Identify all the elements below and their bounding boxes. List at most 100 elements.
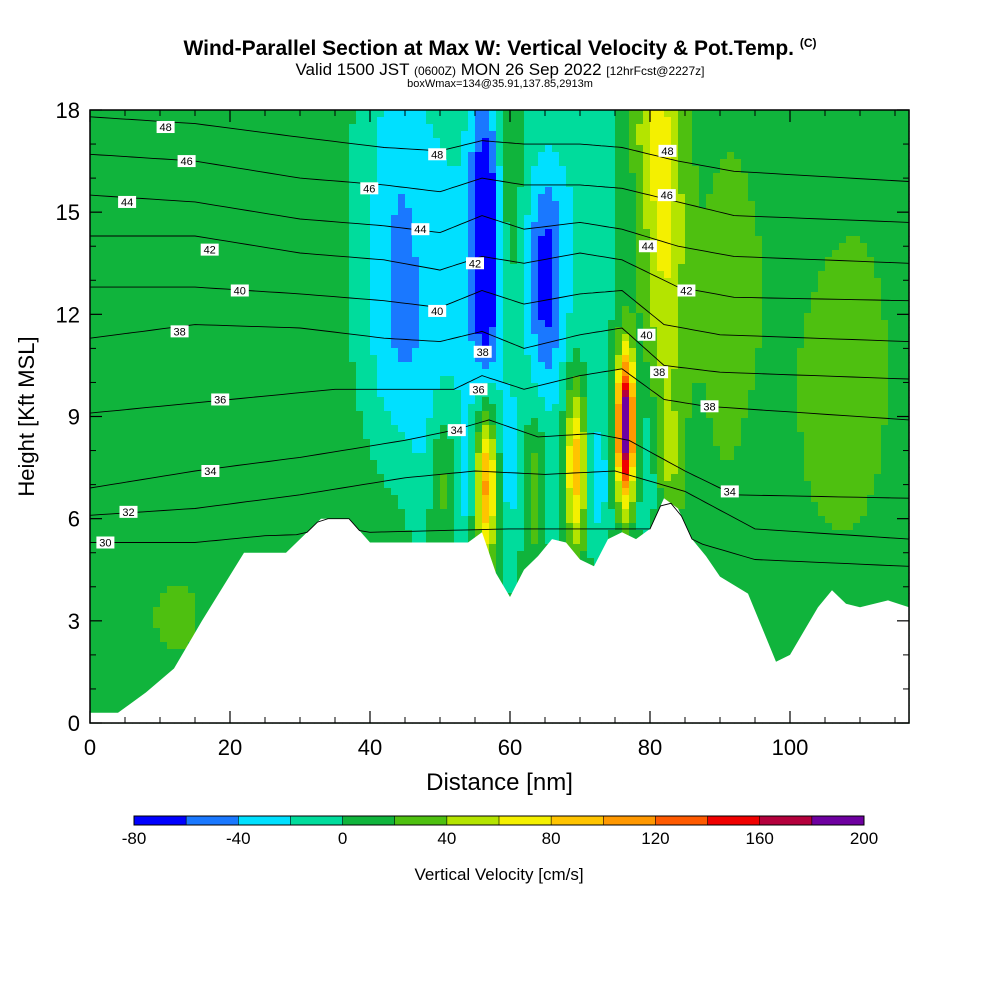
- contour-label: 44: [642, 241, 654, 253]
- chart-title-text: Wind-Parallel Section at Max W: Vertical…: [183, 37, 794, 60]
- colorbar-tick-label: 80: [542, 829, 561, 848]
- contour-label-box: [177, 155, 196, 168]
- terrain-mask: [90, 498, 909, 723]
- theta-contours: [89, 116, 910, 567]
- contour-label-box: [428, 148, 447, 161]
- contour-label: 46: [661, 190, 673, 202]
- contour-label-box: [230, 284, 249, 297]
- boxwmax-info: boxWmax=134@35.91,137.85,2913m: [407, 78, 593, 90]
- colorbar-swatch: [811, 816, 865, 825]
- colorbar-label: Vertical Velocity [cm/s]: [414, 865, 583, 884]
- colorbar-swatch: [134, 816, 187, 825]
- contour-label: 46: [180, 156, 192, 168]
- contour-label: 46: [363, 183, 375, 195]
- valid-time: Valid 1500 JST: [295, 60, 410, 79]
- contour-label: 38: [173, 326, 185, 338]
- contour-label: 48: [661, 146, 673, 158]
- x-tick-label: 100: [772, 735, 809, 760]
- contour-label-box: [658, 144, 677, 157]
- y-axis-label: Height [Kft MSL]: [14, 336, 39, 496]
- theta-contour-30: [90, 502, 910, 567]
- colorbar-swatch: [238, 816, 291, 825]
- contour-label-box: [211, 393, 230, 406]
- colorbar-swatch: [551, 816, 604, 825]
- contour-label-box: [473, 345, 492, 358]
- theta-contour-40: [90, 286, 910, 343]
- x-tick-label: 20: [218, 735, 242, 760]
- colorbar-swatch: [603, 816, 656, 825]
- contour-label-box: [428, 304, 447, 317]
- contour-label-box: [677, 284, 696, 297]
- contour-label: 40: [640, 330, 652, 342]
- x-axis-label: Distance [nm]: [426, 769, 573, 796]
- vertical-velocity-field: [90, 110, 910, 724]
- colorbar-swatch: [342, 816, 396, 825]
- colorbar-swatch: [655, 816, 709, 825]
- x-axis: 0 20 40 60 80 100 Distance [nm]: [84, 110, 896, 796]
- colorbar-swatch: [499, 816, 552, 825]
- utc-time: (0600Z): [413, 64, 456, 78]
- contour-label-box: [700, 400, 719, 413]
- contour-label-box: [170, 325, 189, 338]
- contour-label-box: [119, 505, 138, 518]
- contour-label: 48: [159, 122, 171, 134]
- contour-label: 44: [414, 224, 426, 236]
- contour-label-box: [657, 189, 676, 202]
- contour-label: 40: [234, 285, 246, 297]
- chart-title: Wind-Parallel Section at Max W: Vertical…: [0, 36, 1000, 61]
- x-tick-label: 80: [638, 735, 662, 760]
- contour-label-box: [96, 536, 115, 549]
- y-tick-label: 0: [68, 711, 80, 736]
- contour-label: 38: [477, 347, 489, 359]
- contour-labels: 48 46 44 42 40 38 36 34 32 30 48 46 44 42 40 38 36 34 48 46…: [96, 121, 739, 550]
- contour-label: 36: [214, 394, 226, 406]
- contour-label-box: [200, 243, 219, 256]
- contour-label: 42: [204, 245, 216, 257]
- colorbar-tick-label: 0: [338, 829, 347, 848]
- colorbar-tick-label: 40: [437, 829, 456, 848]
- contour-label-box: [156, 121, 175, 134]
- colorbar-swatch: [290, 816, 344, 825]
- contour-label: 34: [451, 425, 463, 437]
- contour-label: 32: [122, 507, 134, 519]
- y-tick-label: 12: [56, 302, 80, 327]
- y-tick-label: 9: [68, 405, 80, 430]
- theta-contour-34: [89, 419, 910, 499]
- forecast-info: [12hrFcst@2227z]: [606, 64, 705, 78]
- contour-label: 36: [472, 384, 484, 396]
- contour-label-box: [447, 424, 466, 437]
- colorbar: -80 -40 0 40 80 120 160 200 Vertical Velocity [c…: [122, 815, 878, 884]
- colorbar-swatch: [759, 816, 813, 825]
- contour-label: 44: [121, 197, 133, 209]
- contour-label-box: [411, 223, 430, 236]
- contour-label-box: [637, 328, 656, 341]
- y-tick-label: 15: [56, 200, 80, 225]
- contour-label: 34: [204, 466, 216, 478]
- y-tick-label: 3: [68, 609, 80, 634]
- contour-label-box: [466, 257, 484, 270]
- colorbar-tick-label: 120: [641, 829, 669, 848]
- valid-date: MON 26 Sep 2022: [460, 60, 602, 79]
- y-tick-label: 6: [68, 507, 80, 532]
- colorbar-swatch: [446, 816, 500, 825]
- colorbar-tick-label: -40: [226, 829, 251, 848]
- y-tick-label: 18: [56, 98, 80, 123]
- contour-label: 30: [99, 538, 111, 550]
- x-tick-label: 40: [358, 735, 382, 760]
- contour-label: 40: [431, 306, 443, 318]
- colorbar-tick-label: 160: [746, 829, 774, 848]
- contour-label: 38: [703, 401, 715, 413]
- contour-label-box: [720, 485, 739, 498]
- theta-contour-48: [89, 116, 910, 182]
- theta-contour-46: [89, 153, 910, 223]
- contour-label: 34: [724, 486, 736, 498]
- contour-label: 42: [469, 258, 481, 270]
- contour-label-box: [201, 464, 220, 477]
- colorbar-tick-label: -80: [122, 829, 147, 848]
- colorbar-tick-label: 200: [850, 829, 878, 848]
- colorbar-swatch: [707, 816, 761, 825]
- x-tick-label: 60: [498, 735, 522, 760]
- theta-contour-44: [89, 194, 910, 264]
